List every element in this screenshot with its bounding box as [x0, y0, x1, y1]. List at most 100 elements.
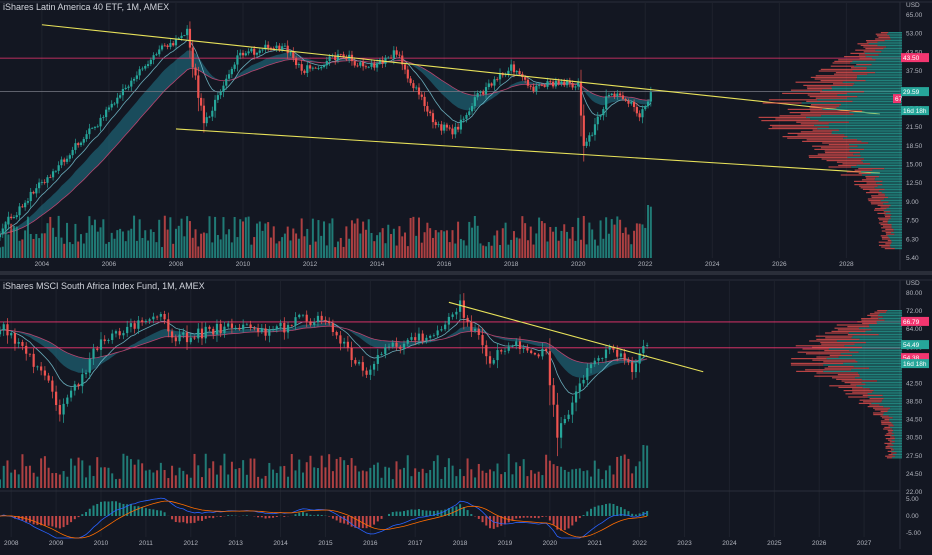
pane0-y-tick-label: 53.00	[906, 31, 923, 38]
pane1-x-tick-label: 2016	[363, 540, 378, 547]
pane1-x-tick-label: 2023	[677, 540, 692, 547]
pane0-candle	[616, 94, 618, 97]
pane0-profile-buy	[881, 51, 902, 52]
pane0-volume-bar	[345, 226, 347, 258]
pane1-macd-hist	[538, 516, 540, 518]
pane1-volume-bar	[119, 479, 121, 488]
pane1-candle	[246, 325, 248, 326]
pane0-profile-buy	[871, 173, 902, 174]
pane1-macd-hist	[523, 516, 525, 518]
pane0-profile-buy	[864, 91, 902, 92]
pane1-profile-sell	[868, 406, 884, 407]
pane0-candle	[423, 97, 425, 106]
pane1-profile-buy	[877, 321, 902, 322]
pane1-profile-buy	[878, 318, 902, 319]
pane0-volume-bar	[290, 240, 292, 258]
pane0-profile-buy	[866, 69, 902, 70]
pane1-volume-bar	[515, 462, 517, 488]
pane1-profile-sell	[845, 382, 862, 383]
pane1-x-tick-label: 2021	[588, 540, 603, 547]
pane1-volume-bar	[179, 468, 181, 488]
pane0-profile-buy	[817, 128, 902, 129]
pane0-profile-sell	[783, 136, 848, 137]
pane0-candle	[200, 98, 202, 106]
pane1-candle	[635, 364, 637, 372]
pane1-candle	[403, 344, 405, 349]
pane1-profile-sell	[891, 452, 896, 453]
pane0-volume-bar	[197, 246, 199, 258]
pane1-profile-buy	[869, 368, 902, 369]
pane0-candle	[287, 46, 289, 53]
pane0-profile-sell	[868, 200, 880, 201]
pane0-profile-buy	[862, 174, 902, 175]
pane1-profile-buy	[851, 369, 902, 370]
pane0-candle	[139, 69, 141, 75]
pane0-profile-buy	[878, 186, 902, 187]
pane0-profile-sell	[859, 173, 871, 174]
pane1-profile-buy	[837, 340, 902, 341]
pane0-volume-bar	[569, 239, 571, 258]
pane1-volume-bar	[89, 465, 91, 488]
pane1-profile-buy	[882, 400, 902, 401]
pane0-profile-sell	[770, 125, 814, 126]
pane0-candle	[32, 192, 34, 193]
pane1-candle	[291, 325, 293, 326]
pane0-candle	[622, 95, 624, 99]
pane1-volume-bar	[347, 465, 349, 488]
pane0-volume-bar	[488, 242, 490, 258]
pane0-profile-sell	[834, 74, 867, 75]
pane1-macd-hist	[605, 504, 607, 516]
pane0-volume-bar	[2, 247, 4, 258]
pane1-volume-bar	[422, 469, 424, 488]
pane0-volume-bar	[454, 244, 456, 258]
pane1-profile-sell	[880, 416, 888, 417]
pane1-macd-hist	[358, 516, 360, 528]
pane0-candle	[0, 234, 1, 237]
pane0-profile-buy	[875, 50, 902, 51]
pane0-profile-sell	[782, 93, 847, 94]
pane0-volume-bar	[267, 222, 269, 258]
pane1-volume-bar	[246, 475, 248, 488]
pane1-volume-bar	[485, 473, 487, 488]
pane0-candle	[625, 99, 627, 101]
pane0-candle	[222, 86, 224, 92]
pane0-candle	[150, 60, 152, 64]
bottom-pane-title: iShares MSCI South Africa Index Fund, 1M…	[3, 281, 205, 291]
pane0-volume-bar	[320, 236, 322, 258]
pane0-profile-sell	[854, 184, 882, 185]
pane0-candle	[532, 87, 534, 92]
pane0-candle	[630, 102, 632, 104]
pane0-profile-buy	[829, 123, 902, 124]
pane0-price-badge-label: 67	[895, 96, 903, 103]
pane1-macd-hist	[141, 507, 143, 516]
pane1-volume-bar	[134, 465, 136, 488]
pane0-profile-buy	[879, 190, 902, 191]
pane0-profile-sell	[854, 181, 882, 182]
pane0-profile-buy	[885, 189, 902, 190]
pane0-candle	[7, 217, 9, 225]
pane1-x-tick-label: 2015	[318, 540, 333, 547]
pane1-candle	[272, 329, 274, 330]
pane0-profile-buy	[810, 118, 902, 119]
pane1-profile-buy	[855, 377, 902, 378]
pane1-profile-buy	[855, 344, 902, 345]
pane0-profile-buy	[872, 64, 902, 65]
pane0-profile-buy	[884, 198, 902, 199]
pane1-volume-bar	[549, 461, 551, 488]
pane0-profile-buy	[885, 194, 902, 195]
pane0-volume-bar	[97, 232, 99, 258]
pane0-volume-bar	[49, 217, 51, 258]
pane0-profile-buy	[890, 216, 902, 217]
pane1-profile-buy	[889, 416, 902, 417]
pane0-volume-bar	[303, 236, 305, 258]
pane1-volume-bar	[104, 467, 106, 488]
pane1-profile-sell	[862, 323, 877, 324]
pane0-candle	[471, 106, 473, 111]
pane1-volume-bar	[366, 471, 368, 488]
pane1-candle	[257, 328, 259, 332]
pane0-candle	[549, 81, 551, 82]
pane0-volume-bar	[627, 235, 629, 258]
pane1-candle	[601, 358, 603, 359]
pane1-profile-sell	[869, 404, 879, 405]
